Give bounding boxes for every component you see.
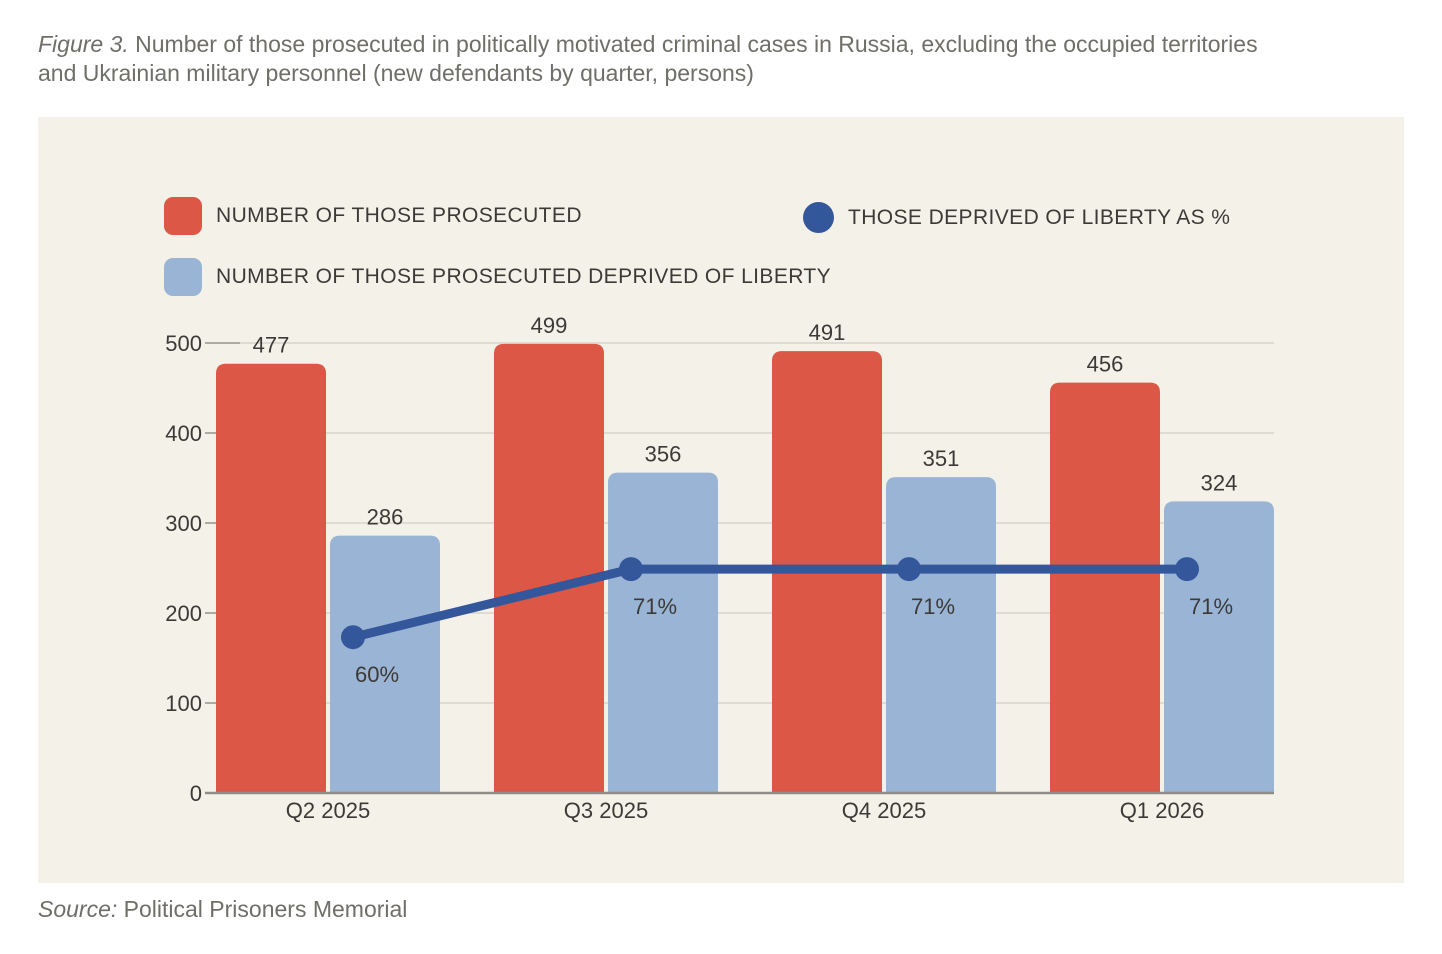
legend-item-prosecuted: NUMBER OF THOSE PROSECUTED (164, 197, 582, 235)
source-line: Source: Political Prisoners Memorial (38, 896, 407, 923)
y-tick-label: 0 (190, 781, 202, 806)
percent-dot (619, 557, 643, 582)
legend-item-deprived: NUMBER OF THOSE PROSECUTED DEPRIVED OF L… (164, 258, 831, 296)
percent-dot (897, 557, 921, 582)
bar-value-label: 286 (367, 505, 404, 530)
y-tick-label: 300 (165, 511, 202, 536)
legend-label-prosecuted: NUMBER OF THOSE PROSECUTED (216, 204, 582, 227)
light-blue-bar-swatch-icon (164, 258, 202, 296)
percent-dot (341, 625, 365, 650)
bar-value-label: 324 (1201, 470, 1238, 495)
bar-prosecuted (494, 343, 604, 793)
percent-value-label: 71% (1189, 594, 1233, 619)
bar-value-label: 491 (809, 320, 846, 345)
y-tick-label: 500 (165, 331, 202, 356)
figure-title: Figure 3. Number of those prosecuted in … (38, 30, 1428, 88)
figure-number-label: Figure 3. (38, 31, 129, 57)
source-text: Political Prisoners Memorial (123, 896, 408, 922)
figure-title-line2: and Ukrainian military personnel (new de… (38, 60, 754, 86)
blue-dot-swatch-icon (803, 202, 834, 233)
bar-prosecuted (216, 363, 326, 793)
percent-dot (1175, 557, 1199, 582)
bar-value-label: 456 (1087, 352, 1124, 377)
bar-prosecuted (1050, 382, 1160, 793)
x-category-label: Q2 2025 (286, 798, 370, 823)
x-category-label: Q3 2025 (564, 798, 648, 823)
percent-line (348, 564, 1192, 642)
legend-label-percent: THOSE DEPRIVED OF LIBERTY AS % (848, 205, 1231, 229)
y-tick-label: 200 (165, 601, 202, 626)
bar-deprived-of-liberty (608, 472, 718, 793)
percent-value-label: 71% (633, 594, 677, 619)
x-category-label: Q4 2025 (842, 798, 926, 823)
source-label: Source: (38, 896, 118, 922)
figure-title-line1: Number of those prosecuted in politicall… (135, 31, 1258, 57)
bar-deprived-of-liberty (330, 535, 440, 793)
bar-value-label: 477 (253, 333, 290, 358)
bar-value-label: 499 (531, 313, 568, 338)
x-category-label: Q1 2026 (1120, 798, 1204, 823)
percent-value-label: 71% (911, 594, 955, 619)
bar-value-label: 351 (923, 446, 960, 471)
legend-item-percent: THOSE DEPRIVED OF LIBERTY AS % (803, 202, 1230, 233)
bar-value-label: 356 (645, 442, 682, 467)
y-tick-label: 100 (165, 691, 202, 716)
bar-deprived-of-liberty (1164, 501, 1274, 793)
bar-deprived-of-liberty (886, 477, 996, 793)
y-tick-label: 400 (165, 421, 202, 446)
legend-label-deprived: NUMBER OF THOSE PROSECUTED DEPRIVED OF L… (216, 265, 832, 288)
percent-value-label: 60% (355, 662, 399, 687)
red-bar-swatch-icon (164, 197, 202, 235)
